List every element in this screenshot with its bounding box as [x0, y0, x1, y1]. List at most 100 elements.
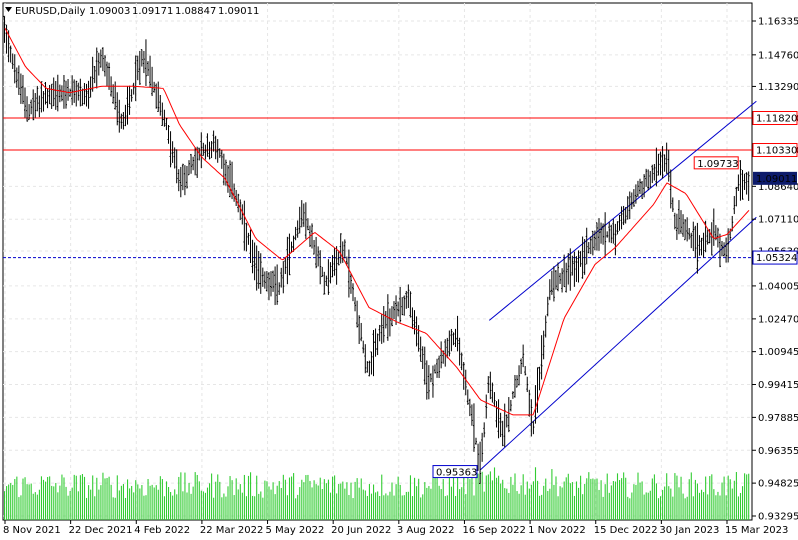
price-bar	[466, 389, 469, 405]
volume-bar	[32, 493, 34, 520]
price-bar	[460, 352, 463, 371]
volume-bar	[602, 496, 604, 520]
volume-bar	[625, 477, 627, 520]
volume-bar	[12, 484, 14, 520]
price-bar	[339, 233, 342, 264]
price-bar	[538, 366, 541, 391]
volume-bar	[407, 491, 409, 520]
price-bar	[38, 95, 41, 118]
price-bar	[636, 180, 639, 198]
volume-bar	[610, 485, 612, 520]
volume-bar	[356, 478, 358, 520]
price-bar	[372, 329, 375, 377]
volume-bar	[487, 474, 489, 520]
volume-bar	[204, 492, 206, 520]
price-bar	[261, 267, 264, 287]
volume-bar	[307, 474, 309, 520]
volume-bar	[385, 493, 387, 520]
volume-bar	[241, 492, 243, 520]
volume-bar	[528, 488, 530, 520]
volume-bar	[137, 484, 139, 520]
x-tick-label: 1 Nov 2022	[528, 525, 586, 536]
price-bar	[30, 99, 33, 115]
price-bar	[21, 74, 24, 105]
volume-bar	[161, 479, 163, 520]
price-bar	[196, 146, 199, 178]
chart-menu-icon[interactable]	[5, 7, 12, 12]
price-bar	[645, 168, 648, 187]
volume-bar	[83, 476, 86, 520]
price-bar	[171, 141, 174, 163]
price-bar	[583, 239, 586, 275]
volume-bar	[584, 483, 586, 520]
price-bar	[667, 149, 670, 182]
volume-bar	[268, 486, 270, 520]
price-bar	[190, 153, 193, 174]
volume-bar	[514, 473, 516, 520]
price-bar	[575, 256, 578, 282]
volume-bar	[493, 467, 496, 520]
price-bar	[337, 251, 340, 266]
volume-bar	[110, 484, 112, 520]
volume-bar	[502, 479, 504, 520]
volume-bar	[594, 479, 596, 520]
price-bar	[382, 306, 385, 343]
price-bar	[222, 153, 225, 186]
volume-bar	[92, 475, 94, 520]
volume-bar	[258, 493, 260, 520]
volume-bar	[225, 496, 227, 520]
price-bar	[745, 172, 748, 195]
volume-bar	[452, 476, 455, 520]
volume-bar	[473, 495, 475, 520]
volume-bar	[69, 491, 71, 520]
volume-bar	[122, 484, 124, 520]
volume-bar	[409, 475, 411, 520]
volume-bar	[422, 494, 424, 520]
volume-bar	[571, 482, 573, 520]
price-bar	[112, 84, 115, 104]
volume-bar	[506, 488, 508, 520]
volume-bar	[42, 479, 45, 520]
volume-bar	[559, 486, 561, 520]
price-bar	[485, 394, 488, 419]
price-bar	[501, 420, 504, 447]
price-bar	[565, 262, 568, 293]
volume-bar	[65, 486, 67, 520]
price-bar	[185, 165, 188, 189]
volume-bar	[186, 492, 188, 520]
y-tick-label: 1.00945	[758, 347, 798, 358]
volume-bar	[264, 480, 266, 520]
price-bar	[208, 141, 211, 160]
price-bar	[200, 132, 203, 169]
price-bar	[296, 220, 299, 238]
price-bar	[71, 75, 74, 106]
price-bar	[665, 142, 668, 174]
volume-bar	[49, 476, 51, 520]
price-bar	[116, 92, 119, 126]
price-bar	[354, 297, 357, 312]
volume-bar	[77, 491, 79, 520]
volume-bar	[325, 483, 327, 520]
volume-bar	[131, 485, 133, 520]
volume-bar	[381, 474, 383, 520]
price-bar	[169, 131, 172, 168]
y-tick-label: 1.14760	[758, 50, 798, 61]
volume-bar	[370, 493, 373, 520]
price-bar	[46, 88, 49, 109]
volume-bar	[16, 476, 18, 520]
price-bar	[688, 227, 691, 240]
price-bar	[5, 24, 8, 54]
annotation-box	[432, 465, 478, 479]
volume-bar	[59, 485, 61, 520]
price-bar	[491, 382, 494, 403]
price-bar	[675, 213, 678, 240]
volume-bar	[596, 478, 598, 520]
price-bar	[639, 178, 641, 195]
volume-bar	[108, 476, 110, 520]
volume-bar	[262, 497, 264, 520]
x-tick-label: 4 Feb 2022	[134, 525, 190, 536]
volume-bar	[692, 496, 694, 520]
volume-bar	[455, 495, 457, 520]
